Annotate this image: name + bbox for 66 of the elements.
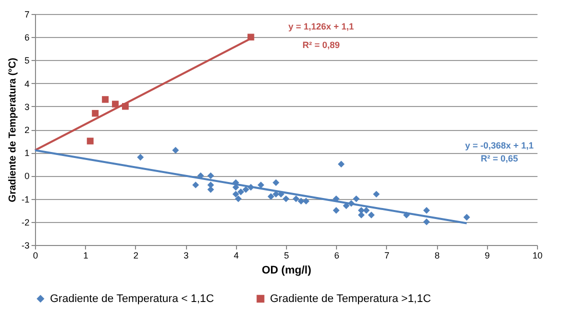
annotation: y = 1,126x + 1,1	[288, 22, 354, 32]
x-tick-label: 4	[234, 250, 239, 260]
point	[86, 138, 94, 144]
legend-label: Gradiente de Temperatura >1,1C	[270, 292, 431, 305]
point	[292, 195, 300, 202]
point	[258, 182, 264, 188]
y-tick-label: 2	[24, 125, 30, 135]
annotation: R² = 0,89	[302, 40, 340, 50]
y-tick-label: 4	[24, 78, 30, 89]
y-tick-label: 0	[24, 171, 30, 182]
point	[112, 100, 119, 108]
point	[338, 160, 345, 168]
point	[242, 186, 250, 193]
point	[423, 206, 430, 214]
point	[298, 198, 304, 204]
point	[373, 190, 380, 198]
point	[234, 195, 242, 202]
point	[237, 188, 244, 196]
x-tick-label: 5	[284, 250, 290, 260]
point	[102, 96, 109, 103]
point	[268, 193, 274, 200]
x-tick-label: 6	[334, 250, 340, 260]
y-tick-label: 5	[24, 56, 30, 66]
point	[302, 198, 310, 204]
point	[362, 206, 370, 214]
y-tick-label: -1	[21, 194, 30, 204]
point	[172, 146, 179, 154]
x-axis-title: OD (mg/l)	[262, 264, 312, 276]
y-tick-label: 1	[24, 148, 30, 158]
y-tick-label: -3	[21, 240, 30, 250]
x-tick-label: 1	[83, 250, 88, 260]
point	[423, 218, 430, 226]
point	[122, 103, 129, 110]
point	[92, 110, 99, 117]
y-tick-label: 7	[24, 10, 30, 20]
point	[207, 186, 214, 193]
x-tick-label: 0	[32, 250, 38, 260]
point	[248, 184, 254, 191]
point	[272, 179, 280, 186]
annotation: R² = 0,65	[480, 153, 518, 164]
x-tick-label: 2	[133, 250, 138, 260]
y-tick-label: 3	[24, 102, 30, 112]
y-tick-label: -2	[21, 217, 30, 228]
point	[358, 212, 365, 218]
point	[403, 212, 410, 218]
x-tick-label: 3	[184, 250, 189, 260]
y-axis-title: Gradiente de Temperatura (°C)	[8, 58, 18, 202]
x-tick-label: 9	[484, 250, 490, 260]
point	[207, 172, 214, 180]
point	[352, 195, 360, 202]
point	[272, 190, 280, 198]
y-tick-label: 6	[24, 32, 30, 43]
point	[282, 195, 290, 202]
legend-label: Gradiente de Temperatura < 1,1C	[50, 292, 214, 305]
x-tick-label: 7	[384, 250, 390, 260]
point	[192, 182, 199, 188]
point	[368, 212, 375, 218]
point	[348, 200, 355, 207]
point	[248, 34, 254, 40]
annotation: y = -0,368x + 1,1	[465, 140, 534, 151]
point	[332, 206, 340, 214]
point	[232, 190, 240, 198]
x-tick-label: 10	[532, 250, 543, 260]
point	[463, 214, 470, 221]
x-tick-label: 8	[434, 250, 440, 260]
point	[137, 154, 144, 161]
